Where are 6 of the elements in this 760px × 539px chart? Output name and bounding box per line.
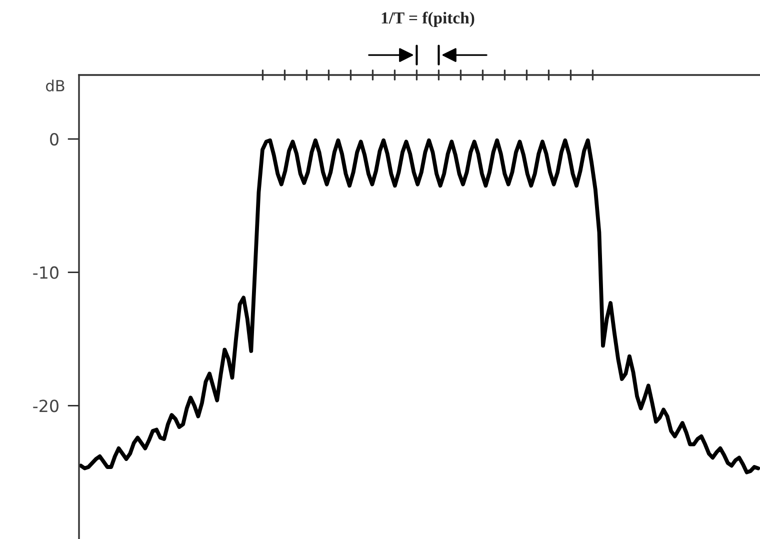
y-axis-title: dB	[46, 80, 64, 92]
text: 1/T = f(pitch)	[382, 12, 474, 27]
line-series	[79, 138, 760, 474]
y-tick-label: -10	[33, 266, 58, 279]
y-tick-label: -20	[33, 400, 58, 412]
y-tick-label: 0	[50, 132, 58, 146]
